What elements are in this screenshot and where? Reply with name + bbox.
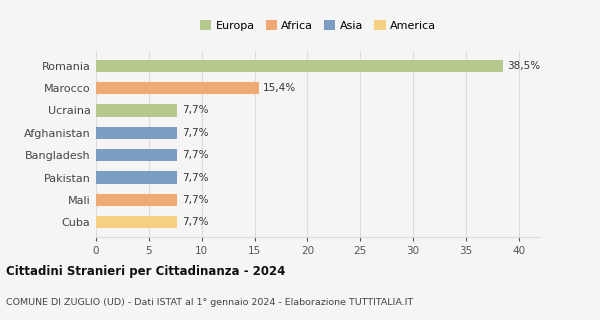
Bar xyxy=(96,127,178,139)
Text: Cittadini Stranieri per Cittadinanza - 2024: Cittadini Stranieri per Cittadinanza - 2… xyxy=(6,265,286,278)
Bar xyxy=(96,149,178,161)
Bar xyxy=(96,172,178,184)
Bar xyxy=(96,216,178,228)
Text: 7,7%: 7,7% xyxy=(182,106,208,116)
Text: 7,7%: 7,7% xyxy=(182,150,208,160)
Text: 38,5%: 38,5% xyxy=(507,61,541,71)
Text: 7,7%: 7,7% xyxy=(182,195,208,205)
Bar xyxy=(96,194,178,206)
Text: 7,7%: 7,7% xyxy=(182,128,208,138)
Bar xyxy=(96,82,259,94)
Text: COMUNE DI ZUGLIO (UD) - Dati ISTAT al 1° gennaio 2024 - Elaborazione TUTTITALIA.: COMUNE DI ZUGLIO (UD) - Dati ISTAT al 1°… xyxy=(6,298,413,307)
Text: 7,7%: 7,7% xyxy=(182,172,208,182)
Text: 7,7%: 7,7% xyxy=(182,217,208,227)
Text: 15,4%: 15,4% xyxy=(263,83,296,93)
Legend: Europa, Africa, Asia, America: Europa, Africa, Asia, America xyxy=(196,16,440,35)
Bar xyxy=(96,104,178,116)
Bar xyxy=(96,60,503,72)
